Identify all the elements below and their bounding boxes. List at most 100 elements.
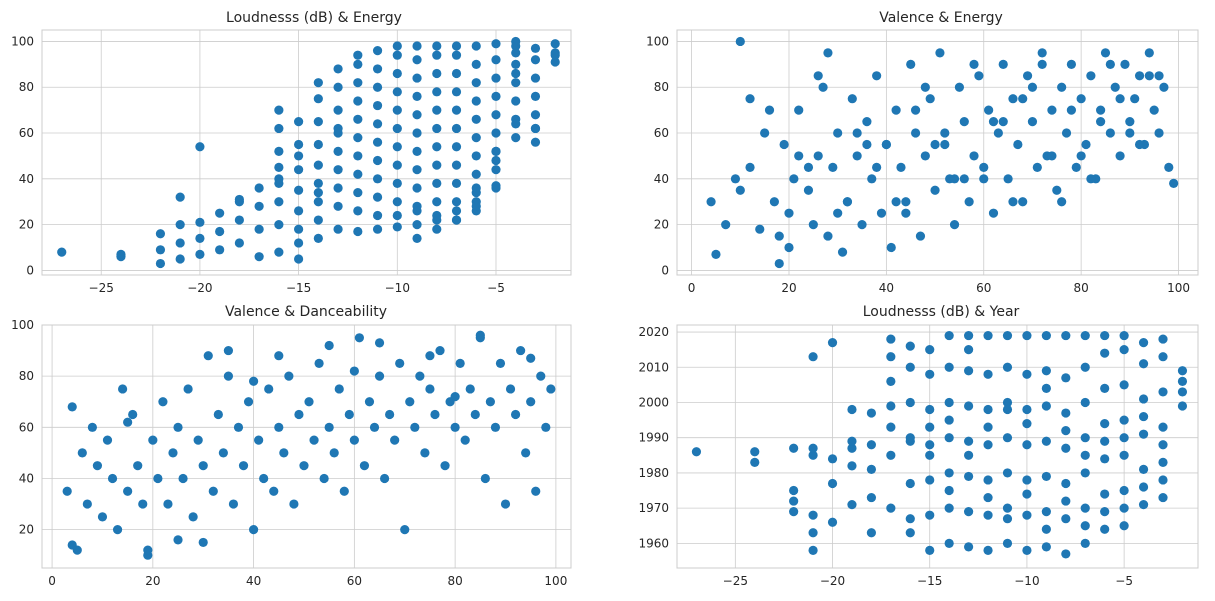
scatter-point <box>372 82 383 92</box>
scatter-point <box>823 231 833 241</box>
scatter-point <box>87 422 97 432</box>
scatter-point <box>510 409 521 420</box>
scatter-point <box>808 352 818 362</box>
scatter-point <box>1080 362 1090 372</box>
scatter-point <box>847 461 857 471</box>
scatter-point <box>925 450 935 460</box>
chart-valence-danceability: Valence & Danceability 0 20 40 60 80 100 20 40 6… <box>11 304 572 588</box>
y-tick-label: 40 <box>19 172 34 186</box>
scatter-point <box>372 192 383 202</box>
scatter-point <box>1144 48 1154 58</box>
scatter-point <box>1105 128 1115 138</box>
scatter-point <box>432 210 442 221</box>
scatter-point <box>372 119 383 129</box>
scatter-point <box>254 435 264 445</box>
scatter-point <box>353 206 363 216</box>
scatter-point <box>175 254 185 264</box>
scatter-point <box>309 435 319 445</box>
scatter-point <box>530 110 541 120</box>
scatter-point <box>983 510 993 520</box>
scatter-point <box>1086 71 1096 81</box>
scatter-point <box>530 55 541 65</box>
scatter-point <box>1100 454 1110 464</box>
scatter-point <box>1071 162 1081 172</box>
scatter-point <box>511 78 521 88</box>
scatter-point <box>294 409 304 420</box>
scatter-point <box>279 448 289 458</box>
scatter-point <box>979 162 989 172</box>
x-tick-label: −10 <box>385 281 410 295</box>
scatter-point <box>1158 475 1168 485</box>
scatter-point <box>175 238 185 248</box>
scatter-point <box>530 43 541 53</box>
scatter-point <box>711 249 721 259</box>
scatter-point <box>1008 197 1018 207</box>
scatter-point <box>491 55 501 65</box>
scatter-point <box>471 151 481 161</box>
y-tick-label: 60 <box>19 126 34 140</box>
scatter-point <box>866 464 877 474</box>
scatter-point <box>490 422 501 432</box>
y-tick-label: 1980 <box>638 466 669 480</box>
scatter-point <box>213 409 223 420</box>
x-tick-label: −25 <box>89 281 114 295</box>
y-tick-label: 60 <box>19 420 34 434</box>
scatter-point <box>451 68 462 79</box>
scatter-point <box>455 358 465 368</box>
scatter-point <box>827 338 838 348</box>
scatter-point <box>1002 514 1013 524</box>
scatter-point <box>511 68 521 79</box>
scatter-point <box>1018 94 1028 104</box>
scatter-point <box>983 545 993 555</box>
scatter-point <box>1061 549 1071 559</box>
scatter-point <box>969 151 979 161</box>
scatter-point <box>410 422 420 432</box>
scatter-point <box>215 245 225 255</box>
scatter-point <box>808 443 818 453</box>
y-tick-label: 0 <box>661 263 669 277</box>
scatter-point <box>432 160 442 170</box>
scatter-point <box>133 461 143 471</box>
x-tick-label: −15 <box>286 281 311 295</box>
scatter-point <box>706 197 716 207</box>
y-tick-label: 1970 <box>638 501 669 515</box>
scatter-point <box>379 473 390 484</box>
scatter-point <box>944 415 954 425</box>
scatter-point <box>334 384 344 394</box>
scatter-point <box>959 174 969 184</box>
scatter-point <box>353 226 363 237</box>
scatter-point <box>264 384 274 394</box>
scatter-point <box>1041 542 1051 552</box>
scatter-point <box>784 208 794 218</box>
scatter-point <box>364 397 375 407</box>
scatter-point <box>412 220 422 230</box>
scatter-point <box>392 222 402 232</box>
scatter-point <box>500 499 511 509</box>
scatter-point <box>546 384 556 394</box>
scatter-point <box>721 220 731 230</box>
scatter-point <box>392 105 402 115</box>
scatter-point <box>1138 482 1149 492</box>
scatter-point <box>1138 464 1149 474</box>
scatter-point <box>228 499 239 509</box>
scatter-point <box>475 330 485 340</box>
scatter-point <box>750 447 760 457</box>
scatter-point <box>195 217 205 227</box>
scatter-point <box>779 139 789 150</box>
scatter-point <box>1002 404 1013 415</box>
x-tick-label: 80 <box>447 574 462 588</box>
scatter-point <box>72 545 82 555</box>
scatter-point <box>1022 330 1032 341</box>
scatter-point <box>920 151 930 161</box>
chart-title: Loudnesss (dB) & Year <box>863 304 1020 320</box>
scatter-point <box>944 503 954 513</box>
scatter-point <box>353 50 363 60</box>
scatter-point <box>983 475 993 485</box>
scatter-point <box>480 473 490 484</box>
scatter-point <box>837 247 848 257</box>
scatter-point <box>1119 330 1129 341</box>
scatter-point <box>215 226 225 237</box>
scatter-point <box>412 55 422 65</box>
scatter-point <box>925 94 935 104</box>
scatter-point <box>789 443 799 453</box>
